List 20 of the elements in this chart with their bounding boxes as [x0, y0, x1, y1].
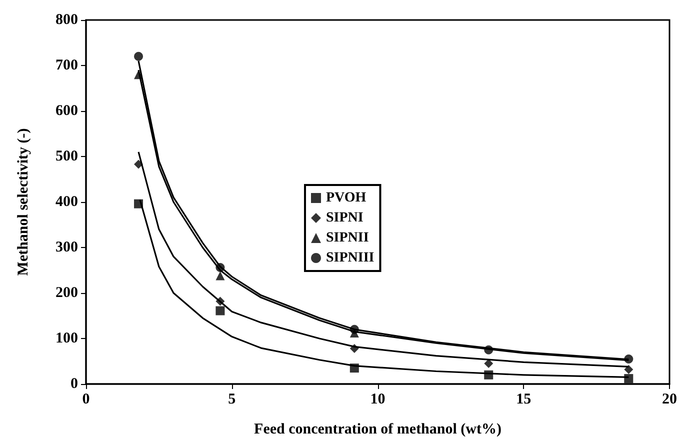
y-tick-label: 500 [56, 148, 78, 164]
x-tick-label: 20 [662, 392, 677, 408]
legend-label: SIPNII [326, 230, 369, 246]
y-axis-title: Methanol selectivity (-) [16, 128, 32, 276]
x-tick-label: 5 [228, 392, 236, 408]
legend-label: SIPNIII [326, 250, 374, 266]
y-tick-label: 300 [56, 240, 78, 256]
legend-label: SIPNI [326, 210, 364, 226]
x-tick-label: 15 [516, 392, 532, 408]
y-tick-label: 100 [56, 330, 78, 346]
y-tick-label: 200 [56, 285, 78, 301]
y-tick-label: 0 [70, 376, 78, 392]
x-tick-label: 0 [82, 392, 90, 408]
x-axis-title: Feed concentration of methanol (wt%) [254, 422, 502, 438]
y-tick-label: 400 [56, 194, 78, 210]
y-tick-label: 600 [56, 103, 78, 119]
legend-label: PVOH [326, 190, 366, 206]
x-tick-label: 10 [370, 392, 386, 408]
y-tick-label: 700 [56, 58, 78, 74]
y-tick-label: 800 [56, 12, 78, 28]
